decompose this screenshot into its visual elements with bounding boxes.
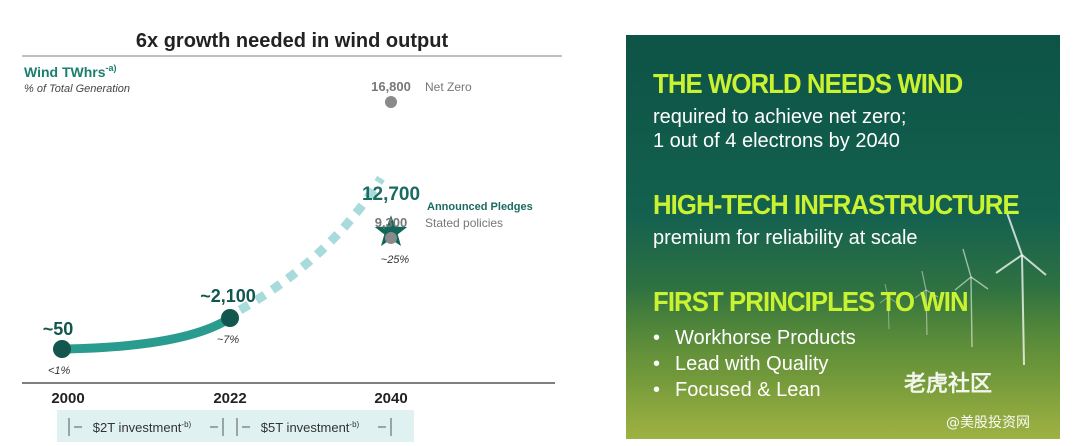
data-point-2022 bbox=[221, 309, 239, 327]
list-item-label: Lead with Quality bbox=[675, 353, 829, 375]
bullet-icon: • bbox=[653, 353, 661, 375]
heading-first-principles: FIRST PRINCIPLES TO WIN bbox=[653, 286, 969, 317]
world-needs-wind-line-1: required to achieve net zero; bbox=[653, 106, 907, 128]
y-axis-label-text: Wind TWhrs bbox=[24, 64, 106, 80]
investment-band-text: $5T investment bbox=[261, 420, 350, 435]
share-label-2022: ~7% bbox=[217, 334, 240, 346]
scenario-name-stated-policies: Stated policies bbox=[425, 216, 503, 230]
turbine-icon bbox=[954, 248, 989, 348]
turbine-icon bbox=[879, 283, 898, 330]
scenario-name-announced-pledges: Announced Pledges bbox=[427, 201, 533, 213]
scenario-value-net-zero: 16,800 bbox=[371, 79, 411, 94]
x-tick-labels: 2000 2022 2040 bbox=[51, 390, 407, 407]
historical-series-line bbox=[57, 313, 235, 354]
projected-series-line bbox=[237, 175, 385, 314]
x-tick-2022: 2022 bbox=[213, 390, 246, 407]
scenario-point-stated-policies bbox=[385, 232, 397, 244]
investment-bands: $2T investment-b) $5T investment-b) bbox=[57, 410, 414, 442]
share-label-2040: ~25% bbox=[381, 254, 410, 266]
chart-marks: ~50 <1% ~2,100 ~7% 16,800 Net Zero 12,700 Annou… bbox=[43, 79, 533, 377]
data-label-2022: ~2,100 bbox=[200, 286, 256, 306]
x-tick-2040: 2040 bbox=[374, 390, 407, 407]
watermark-handle: @美股投资网 bbox=[946, 415, 1030, 431]
wind-turbine-illustration bbox=[879, 209, 1047, 366]
wind-thesis-panel: THE WORLD NEEDS WIND required to achieve… bbox=[626, 35, 1060, 439]
scenario-value-stated-policies: 9,300 bbox=[375, 215, 408, 230]
bullet-icon: • bbox=[653, 379, 661, 401]
list-item: • Workhorse Products bbox=[653, 325, 856, 351]
list-item-label: Workhorse Products bbox=[675, 327, 856, 349]
chart-title: 6x growth needed in wind output bbox=[136, 30, 449, 52]
investment-band-label-2: $5T investment-b) bbox=[261, 420, 360, 435]
bullet-icon: • bbox=[653, 327, 661, 349]
world-needs-wind-line-2: 1 out of 4 electrons by 2040 bbox=[653, 130, 900, 152]
share-label-2000: <1% bbox=[48, 365, 71, 377]
x-tick-2000: 2000 bbox=[51, 390, 84, 407]
scenario-point-net-zero bbox=[385, 96, 397, 108]
list-item: • Lead with Quality bbox=[653, 351, 856, 377]
wind-growth-chart: 6x growth needed in wind output Wind TWh… bbox=[22, 30, 562, 442]
watermark-brand: 老虎社区 bbox=[904, 372, 993, 397]
heading-high-tech-infrastructure: HIGH-TECH INFRASTRUCTURE bbox=[653, 189, 1020, 220]
list-item-label: Focused & Lean bbox=[675, 379, 821, 401]
turbine-icon bbox=[914, 270, 939, 336]
scenario-name-net-zero: Net Zero bbox=[425, 80, 472, 94]
data-label-2000: ~50 bbox=[43, 319, 74, 339]
heading-world-needs-wind: THE WORLD NEEDS WIND bbox=[653, 68, 963, 99]
y-axis-label: Wind TWhrs-a) bbox=[24, 63, 117, 80]
y-axis-label-sup: -a) bbox=[106, 63, 117, 73]
investment-band-text: $2T investment bbox=[93, 420, 182, 435]
principles-list: • Workhorse Products • Lead with Quality •… bbox=[653, 325, 856, 403]
turbine-icon bbox=[995, 209, 1047, 366]
scenario-value-announced-pledges: 12,700 bbox=[362, 184, 420, 205]
investment-band-sup: -b) bbox=[181, 420, 191, 429]
field-background bbox=[626, 289, 1060, 439]
investment-band-background bbox=[57, 410, 414, 442]
list-item: • Focused & Lean bbox=[653, 377, 856, 403]
investment-band-label-1: $2T investment-b) bbox=[93, 420, 192, 435]
high-tech-line-1: premium for reliability at scale bbox=[653, 227, 918, 249]
y-axis-note: % of Total Generation bbox=[24, 83, 130, 95]
investment-band-sup: -b) bbox=[349, 420, 359, 429]
star-icon bbox=[374, 215, 408, 246]
data-point-2000 bbox=[53, 340, 71, 358]
